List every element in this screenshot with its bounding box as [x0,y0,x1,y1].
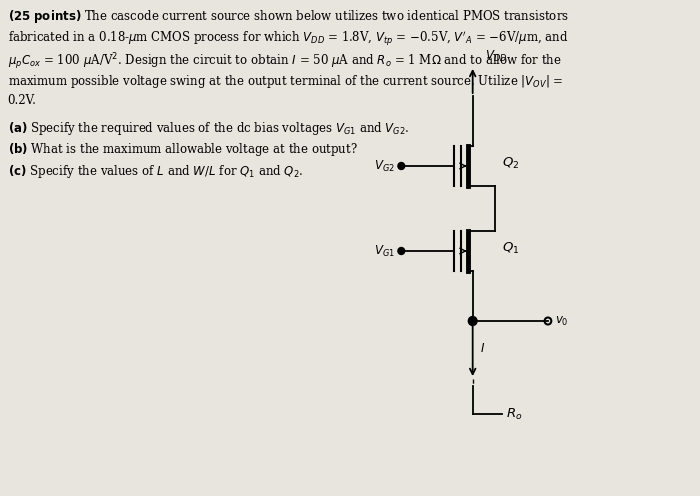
Text: fabricated in a 0.18-$\mu$m CMOS process for which $V_{DD}$ = 1.8V, $V_{tp}$ = $: fabricated in a 0.18-$\mu$m CMOS process… [8,29,568,48]
Text: $R_o$: $R_o$ [506,406,523,422]
Text: 0.2V.: 0.2V. [8,94,36,107]
Text: $V_{G1}$: $V_{G1}$ [374,244,395,258]
Circle shape [398,163,405,170]
Text: $\bf{(b)}$ What is the maximum allowable voltage at the output?: $\bf{(b)}$ What is the maximum allowable… [8,141,358,158]
Circle shape [468,316,477,325]
Text: maximum possible voltage swing at the output terminal of the current source. Uti: maximum possible voltage swing at the ou… [8,72,564,89]
Text: $V_{DD}$: $V_{DD}$ [485,49,508,64]
Text: $\bf{(a)}$ Specify the required values of the dc bias voltages $V_{G1}$ and $V_{: $\bf{(a)}$ Specify the required values o… [8,120,409,137]
Text: $\bf{(c)}$ Specify the values of $L$ and $W/L$ for $Q_1$ and $Q_2$.: $\bf{(c)}$ Specify the values of $L$ and… [8,163,303,180]
Text: $I$: $I$ [480,342,486,355]
Text: $v_0$: $v_0$ [554,314,568,327]
Text: $Q_2$: $Q_2$ [502,155,519,171]
Circle shape [398,248,405,254]
Text: $V_{G2}$: $V_{G2}$ [374,158,395,174]
Text: $\mu_p C_{ox}$ = 100 $\mu$A/V$^2$. Design the circuit to obtain $I$ = 50 $\mu$A : $\mu_p C_{ox}$ = 100 $\mu$A/V$^2$. Desig… [8,51,561,71]
Text: $Q_1$: $Q_1$ [502,241,519,255]
Text: $\bf{(25\ points)}$ The cascode current source shown below utilizes two identica: $\bf{(25\ points)}$ The cascode current … [8,8,569,25]
